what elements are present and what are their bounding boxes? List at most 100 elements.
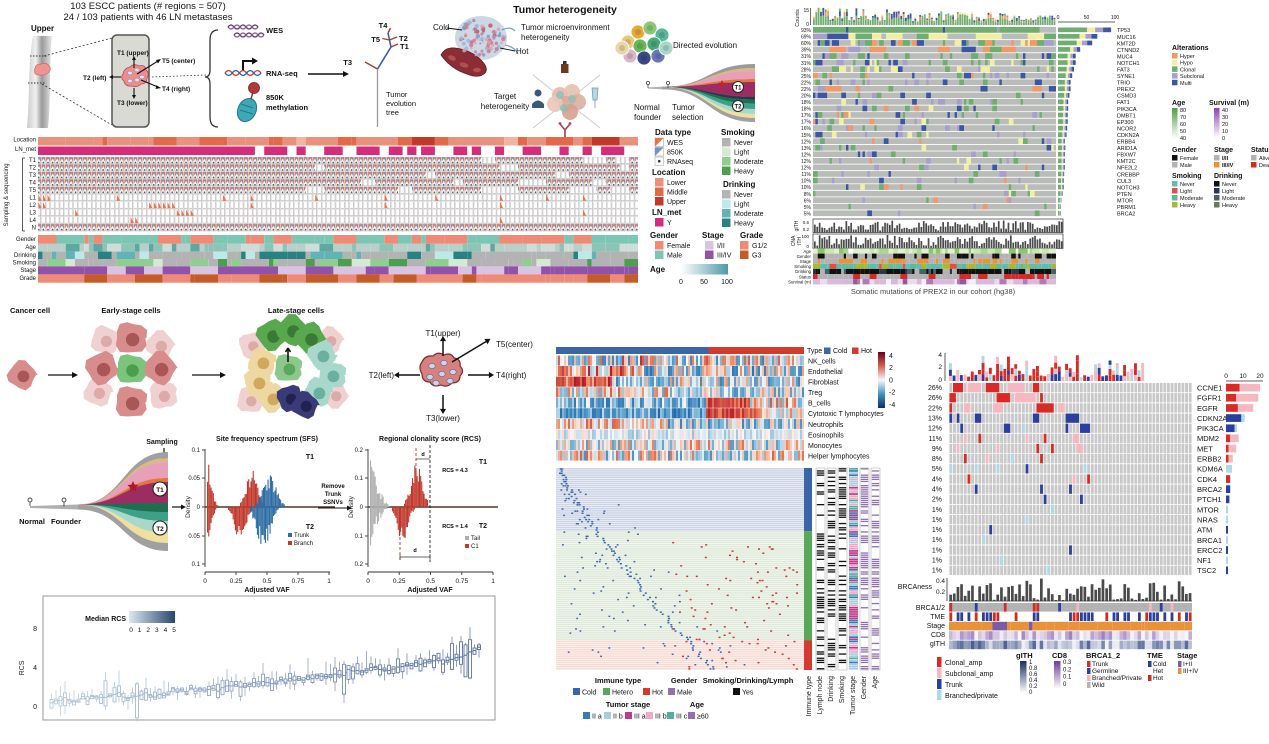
svg-text:0: 0 — [1057, 15, 1060, 21]
svg-text:G3: G3 — [752, 253, 761, 260]
svg-text:Gender: Gender — [671, 676, 697, 685]
svg-text:PIK3CA: PIK3CA — [1117, 107, 1137, 113]
svg-text:Hyper: Hyper — [1180, 54, 1195, 60]
svg-text:BRCA2: BRCA2 — [1117, 212, 1135, 218]
svg-text:-4: -4 — [889, 402, 895, 409]
svg-text:FAT1: FAT1 — [1117, 100, 1130, 106]
svg-text:Upper: Upper — [667, 199, 687, 206]
svg-text:5%: 5% — [804, 205, 812, 211]
svg-text:0.25: 0.25 — [393, 578, 406, 585]
svg-text:0.75: 0.75 — [455, 578, 468, 585]
svg-text:0.2: 0.2 — [803, 227, 810, 232]
svg-text:Y: Y — [667, 220, 672, 227]
svg-text:ERCC2: ERCC2 — [1197, 546, 1222, 555]
svg-text:5: 5 — [172, 627, 176, 634]
svg-text:0: 0 — [806, 22, 809, 28]
svg-text:KMT2C: KMT2C — [1117, 159, 1136, 165]
svg-text:Moderate: Moderate — [734, 159, 764, 166]
svg-text:L3: L3 — [29, 211, 36, 217]
svg-text:Stage: Stage — [1214, 147, 1233, 154]
svg-text:Type: Type — [807, 348, 822, 355]
svg-text:70: 70 — [1180, 115, 1186, 121]
svg-text:Trunk: Trunk — [294, 533, 310, 539]
svg-text:T2 (left): T2 (left) — [83, 75, 106, 82]
svg-text:12%: 12% — [801, 152, 812, 158]
svg-text:1%: 1% — [932, 517, 942, 524]
svg-text:Somatic mutations of PREX2 in: Somatic mutations of PREX2 in our cohort… — [851, 287, 1016, 296]
svg-text:N: N — [32, 226, 36, 232]
svg-text:5%: 5% — [932, 466, 942, 473]
svg-text:22%: 22% — [801, 87, 812, 93]
svg-text:Clonal: Clonal — [1180, 67, 1196, 73]
svg-text:CUL3: CUL3 — [1117, 179, 1131, 185]
svg-text:III c: III c — [676, 714, 688, 721]
svg-text:4%: 4% — [932, 487, 942, 494]
svg-text:0: 0 — [366, 578, 370, 585]
svg-text:60%: 60% — [801, 41, 812, 47]
svg-text:0: 0 — [33, 704, 37, 711]
svg-text:Age: Age — [690, 700, 704, 709]
svg-text:CREBBP: CREBBP — [1117, 172, 1140, 178]
svg-text:CCNE1: CCNE1 — [1197, 384, 1222, 393]
svg-text:0: 0 — [938, 377, 942, 384]
svg-text:L1: L1 — [29, 196, 36, 202]
svg-text:Never: Never — [734, 192, 753, 199]
svg-text:Tail: Tail — [471, 536, 480, 542]
svg-text:Drinking: Drinking — [14, 253, 36, 259]
svg-text:FBXW7: FBXW7 — [1117, 153, 1136, 159]
svg-text:Heavy: Heavy — [1180, 203, 1196, 209]
svg-text:Counts: Counts — [795, 9, 801, 27]
svg-text:Middle: Middle — [667, 190, 688, 197]
svg-text:4: 4 — [164, 627, 168, 634]
svg-text:0.5: 0.5 — [426, 578, 435, 585]
svg-text:Cold: Cold — [582, 690, 597, 697]
svg-text:0: 0 — [806, 244, 809, 249]
svg-text:Density: Density — [348, 495, 355, 517]
svg-text:0: 0 — [197, 505, 201, 511]
svg-text:11%: 11% — [801, 172, 811, 178]
svg-text:CSMD3: CSMD3 — [1117, 94, 1136, 100]
svg-text:PTEN: PTEN — [1117, 192, 1132, 198]
svg-text:Site frequency spectrum (SFS): Site frequency spectrum (SFS) — [216, 436, 318, 443]
svg-text:Location: Location — [652, 168, 685, 177]
svg-text:Gender: Gender — [1172, 147, 1197, 154]
svg-text:T1: T1 — [479, 459, 487, 466]
svg-text:LN_met: LN_met — [15, 147, 36, 153]
svg-text:Early-stage cells: Early-stage cells — [101, 306, 160, 315]
svg-text:10%: 10% — [801, 185, 812, 191]
svg-text:Hetero: Hetero — [612, 690, 633, 697]
svg-text:Helper lymphocytes: Helper lymphocytes — [808, 453, 870, 460]
svg-text:0.5: 0.5 — [262, 578, 271, 585]
svg-text:MUC16: MUC16 — [1117, 35, 1136, 41]
svg-text:heterogeneity: heterogeneity — [521, 33, 569, 42]
svg-text:Age: Age — [1172, 100, 1185, 107]
svg-text:I/II: I/II — [1222, 156, 1229, 162]
svg-text:BRCA1: BRCA1 — [1197, 536, 1222, 545]
svg-text:0.2: 0.2 — [355, 448, 364, 454]
svg-text:Alterations: Alterations — [1172, 45, 1209, 52]
svg-text:1: 1 — [138, 627, 142, 634]
svg-text:Male: Male — [677, 690, 692, 697]
svg-text:Drinking: Drinking — [723, 180, 756, 189]
svg-text:PBRM1: PBRM1 — [1117, 205, 1136, 211]
svg-text:III/IV: III/IV — [1222, 163, 1234, 169]
svg-text:ATM: ATM — [1197, 526, 1212, 535]
svg-text:850K: 850K — [667, 150, 684, 157]
svg-text:12%: 12% — [801, 139, 812, 145]
svg-text:WES: WES — [667, 140, 683, 147]
svg-text:0.1: 0.1 — [355, 476, 364, 482]
svg-text:NOTCH1: NOTCH1 — [1117, 61, 1140, 67]
svg-text:L2: L2 — [29, 203, 36, 209]
svg-text:Cancer cell: Cancer cell — [10, 306, 50, 315]
svg-text:0.05: 0.05 — [188, 534, 200, 540]
svg-text:Age: Age — [803, 249, 811, 254]
svg-text:Gender: Gender — [650, 231, 678, 240]
svg-text:1: 1 — [491, 578, 495, 585]
svg-text:Heavy: Heavy — [1222, 203, 1238, 209]
svg-text:11%: 11% — [929, 436, 943, 443]
svg-text:T1: T1 — [156, 487, 164, 494]
svg-text:TSC2: TSC2 — [1197, 566, 1216, 575]
svg-text:Never: Never — [734, 140, 753, 147]
svg-text:17%: 17% — [801, 120, 812, 126]
svg-text:10: 10 — [1222, 129, 1228, 135]
